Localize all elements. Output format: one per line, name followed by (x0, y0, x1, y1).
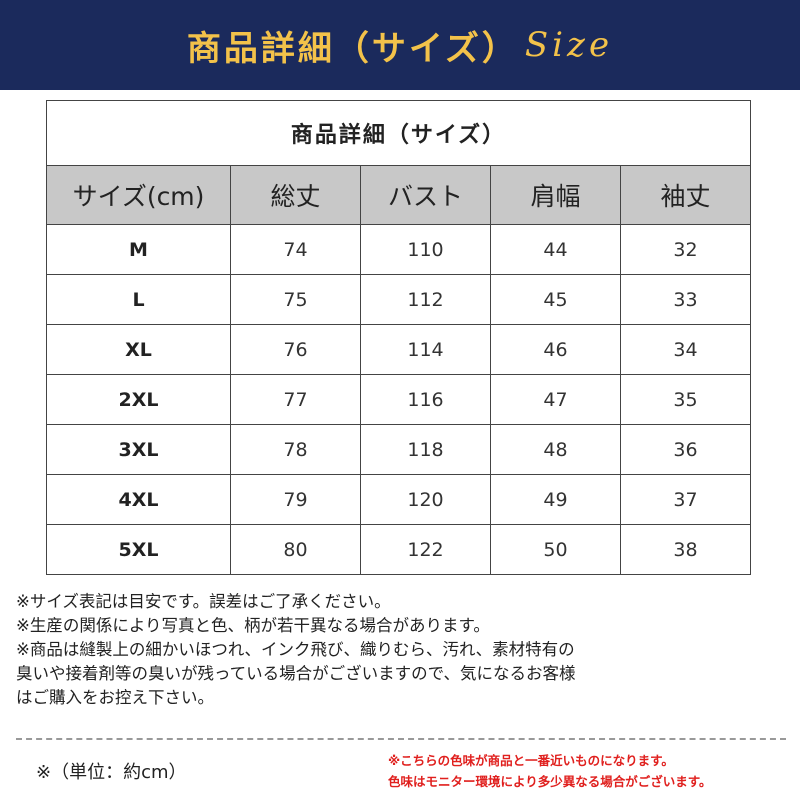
color-note-line: 色味はモニター環境により多少異なる場合がございます。 (388, 774, 712, 789)
note-line: はご購入をお控え下さい。 (16, 688, 214, 707)
table-row: 4XL 79 120 49 37 (46, 474, 752, 525)
row-length: 78 (230, 424, 361, 475)
header-bust: バスト (360, 165, 491, 225)
banner-title: 商品詳細（サイズ） (186, 28, 519, 69)
row-bust: 114 (360, 324, 491, 375)
row-bust: 110 (360, 224, 491, 275)
row-sleeve: 32 (619, 224, 752, 275)
row-length: 76 (230, 324, 361, 375)
color-note: ※こちらの色味が商品と一番近いものになります。 色味はモニター環境により多少異な… (388, 750, 793, 792)
size-table: 商品詳細（サイズ） サイズ(cm) 総丈 バスト 肩幅 袖丈 M 74 110 … (45, 100, 752, 575)
title-banner: 商品詳細（サイズ） Size (0, 0, 800, 90)
row-length: 77 (230, 374, 361, 425)
row-sleeve: 35 (619, 374, 752, 425)
notes-block: ※サイズ表記は目安です。誤差はご了承ください。 ※生産の関係により写真と色、柄が… (16, 590, 796, 710)
table-row: XL 76 114 46 34 (46, 324, 752, 375)
row-size: M (46, 224, 231, 275)
row-size: 2XL (46, 374, 231, 425)
row-bust: 112 (360, 274, 491, 325)
header-size: サイズ(cm) (46, 165, 231, 225)
header-sleeve: 袖丈 (619, 165, 752, 225)
row-shoulder: 44 (490, 224, 621, 275)
row-shoulder: 48 (490, 424, 621, 475)
note-line: 臭いや接着剤等の臭いが残っている場合がございますので、気になるお客様 (16, 664, 576, 683)
row-length: 79 (230, 474, 361, 525)
row-shoulder: 47 (490, 374, 621, 425)
table-row: M 74 110 44 32 (46, 224, 752, 275)
row-sleeve: 37 (619, 474, 752, 525)
row-size: XL (46, 324, 231, 375)
row-sleeve: 38 (619, 524, 752, 575)
table-header-row: サイズ(cm) 総丈 バスト 肩幅 袖丈 (46, 165, 752, 225)
header-length: 総丈 (230, 165, 361, 225)
row-bust: 122 (360, 524, 491, 575)
row-shoulder: 46 (490, 324, 621, 375)
row-size: 3XL (46, 424, 231, 475)
note-line: ※商品は縫製上の細かいほつれ、インク飛び、織りむら、汚れ、素材特有の (16, 640, 575, 659)
row-size: 4XL (46, 474, 231, 525)
table-row: L 75 112 45 33 (46, 274, 752, 325)
table-caption: 商品詳細（サイズ） (45, 100, 752, 166)
header-shoulder: 肩幅 (490, 165, 621, 225)
row-shoulder: 49 (490, 474, 621, 525)
row-bust: 118 (360, 424, 491, 475)
table-row: 5XL 80 122 50 38 (46, 524, 752, 575)
color-note-line: ※こちらの色味が商品と一番近いものになります。 (388, 753, 674, 768)
row-sleeve: 36 (619, 424, 752, 475)
row-bust: 116 (360, 374, 491, 425)
table-row: 2XL 77 116 47 35 (46, 374, 752, 425)
unit-note: ※（単位：約cm） (36, 762, 187, 783)
table-caption-row: 商品詳細（サイズ） (45, 100, 752, 166)
row-length: 80 (230, 524, 361, 575)
dashed-divider (16, 738, 786, 740)
row-shoulder: 45 (490, 274, 621, 325)
row-size: 5XL (46, 524, 231, 575)
note-line: ※生産の関係により写真と色、柄が若干異なる場合があります。 (16, 616, 490, 635)
row-sleeve: 33 (619, 274, 752, 325)
row-shoulder: 50 (490, 524, 621, 575)
table-row: 3XL 78 118 48 36 (46, 424, 752, 475)
row-length: 74 (230, 224, 361, 275)
row-length: 75 (230, 274, 361, 325)
row-sleeve: 34 (619, 324, 752, 375)
banner-script-size: Size (524, 25, 614, 65)
note-line: ※サイズ表記は目安です。誤差はご了承ください。 (16, 592, 391, 611)
row-bust: 120 (360, 474, 491, 525)
row-size: L (46, 274, 231, 325)
